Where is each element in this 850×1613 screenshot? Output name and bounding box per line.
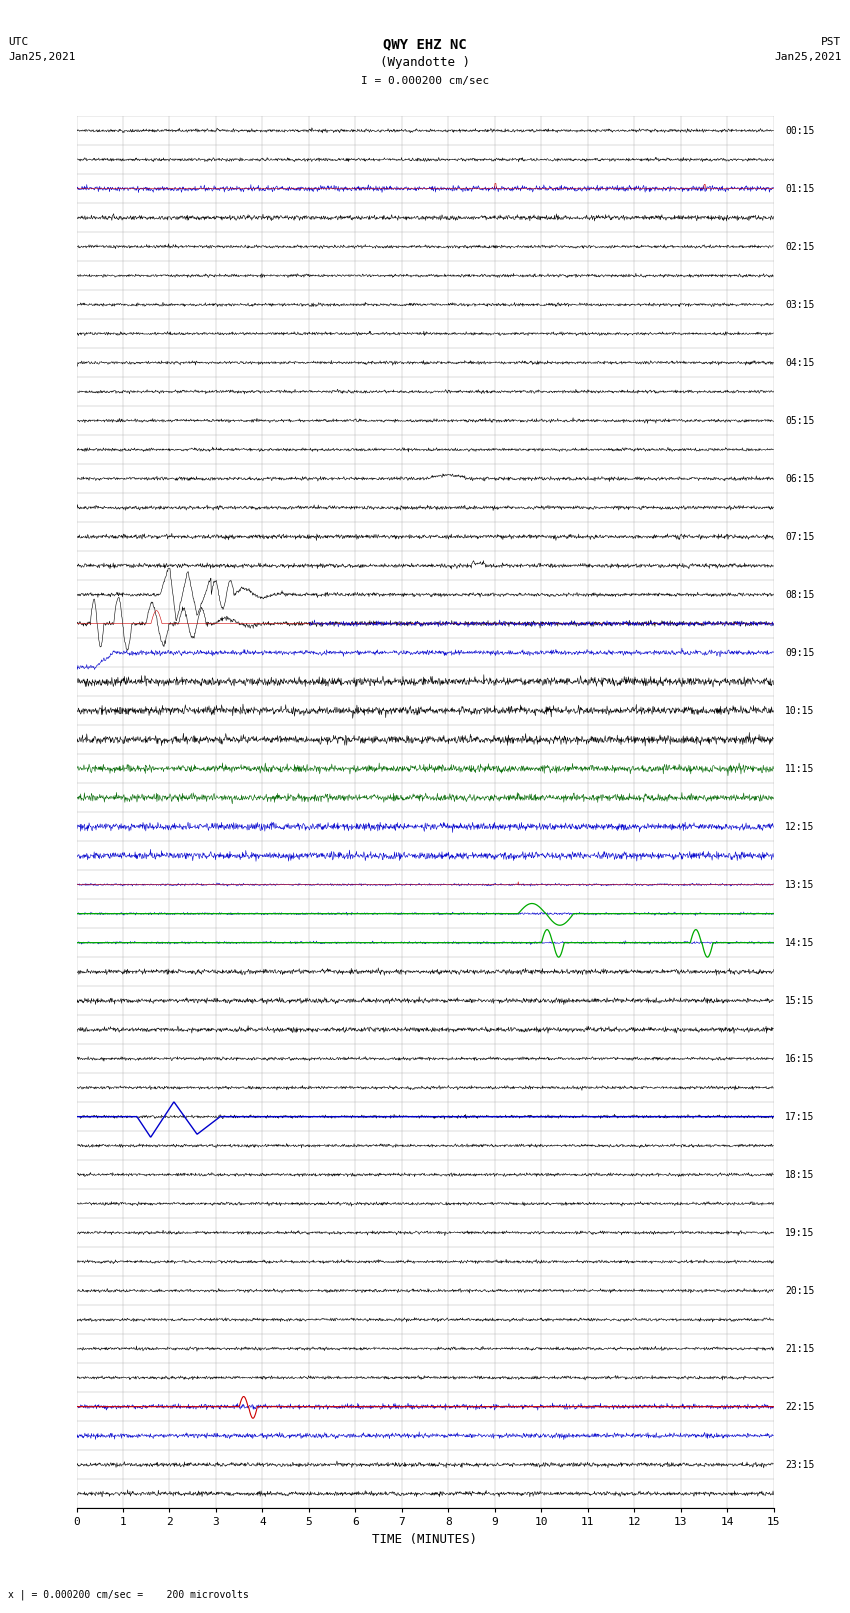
Text: 15:15: 15:15 <box>785 995 814 1005</box>
Text: 02:15: 02:15 <box>785 242 814 252</box>
Text: PST: PST <box>821 37 842 47</box>
Text: UTC: UTC <box>8 37 29 47</box>
Text: 17:15: 17:15 <box>785 1111 814 1121</box>
Text: 05:15: 05:15 <box>785 416 814 426</box>
Text: Jan25,2021: Jan25,2021 <box>774 52 842 61</box>
Text: 16:15: 16:15 <box>785 1053 814 1063</box>
Text: 07:15: 07:15 <box>785 532 814 542</box>
Text: 11:15: 11:15 <box>785 763 814 774</box>
Text: 09:15: 09:15 <box>785 648 814 658</box>
Text: x | = 0.000200 cm/sec =    200 microvolts: x | = 0.000200 cm/sec = 200 microvolts <box>8 1589 249 1600</box>
Text: 03:15: 03:15 <box>785 300 814 310</box>
Text: 21:15: 21:15 <box>785 1344 814 1353</box>
Text: 01:15: 01:15 <box>785 184 814 194</box>
Text: I = 0.000200 cm/sec: I = 0.000200 cm/sec <box>361 76 489 85</box>
Text: 12:15: 12:15 <box>785 821 814 832</box>
Text: 06:15: 06:15 <box>785 474 814 484</box>
Text: Jan25,2021: Jan25,2021 <box>8 52 76 61</box>
Text: QWY EHZ NC: QWY EHZ NC <box>383 37 467 52</box>
Text: 10:15: 10:15 <box>785 705 814 716</box>
Text: 14:15: 14:15 <box>785 937 814 948</box>
Text: 22:15: 22:15 <box>785 1402 814 1411</box>
Text: 13:15: 13:15 <box>785 879 814 890</box>
Text: 08:15: 08:15 <box>785 590 814 600</box>
Text: 23:15: 23:15 <box>785 1460 814 1469</box>
Text: 20:15: 20:15 <box>785 1286 814 1295</box>
Text: 19:15: 19:15 <box>785 1227 814 1237</box>
Text: 18:15: 18:15 <box>785 1169 814 1179</box>
X-axis label: TIME (MINUTES): TIME (MINUTES) <box>372 1532 478 1545</box>
Text: (Wyandotte ): (Wyandotte ) <box>380 56 470 69</box>
Text: 04:15: 04:15 <box>785 358 814 368</box>
Text: 00:15: 00:15 <box>785 126 814 135</box>
